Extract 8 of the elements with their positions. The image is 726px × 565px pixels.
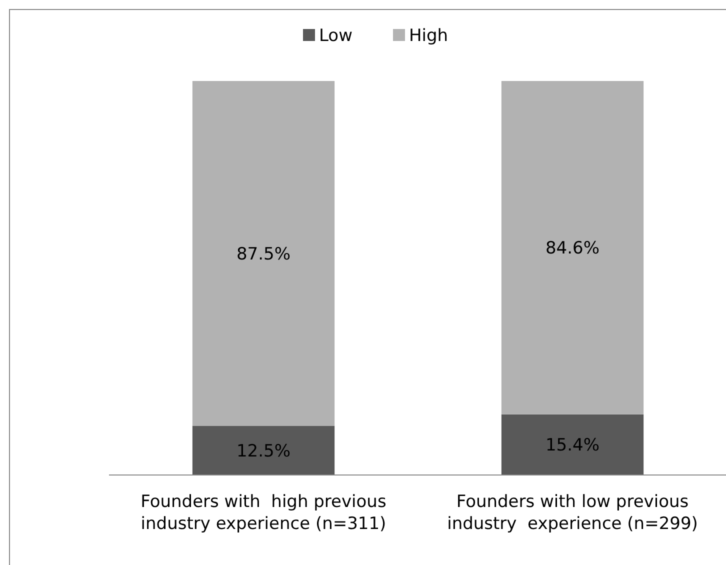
data-label: 84.6% <box>545 238 600 259</box>
x-tick-label: Founders with high previous industry experience (n=311) <box>140 492 386 534</box>
data-label: 15.4% <box>545 436 600 456</box>
legend-label: High <box>409 26 448 46</box>
legend-label: Low <box>319 26 353 46</box>
data-label: 12.5% <box>236 441 291 462</box>
data-label: 87.5% <box>236 244 291 264</box>
x-tick-label: Founders with low previous industry experience (n=299) <box>447 492 698 534</box>
